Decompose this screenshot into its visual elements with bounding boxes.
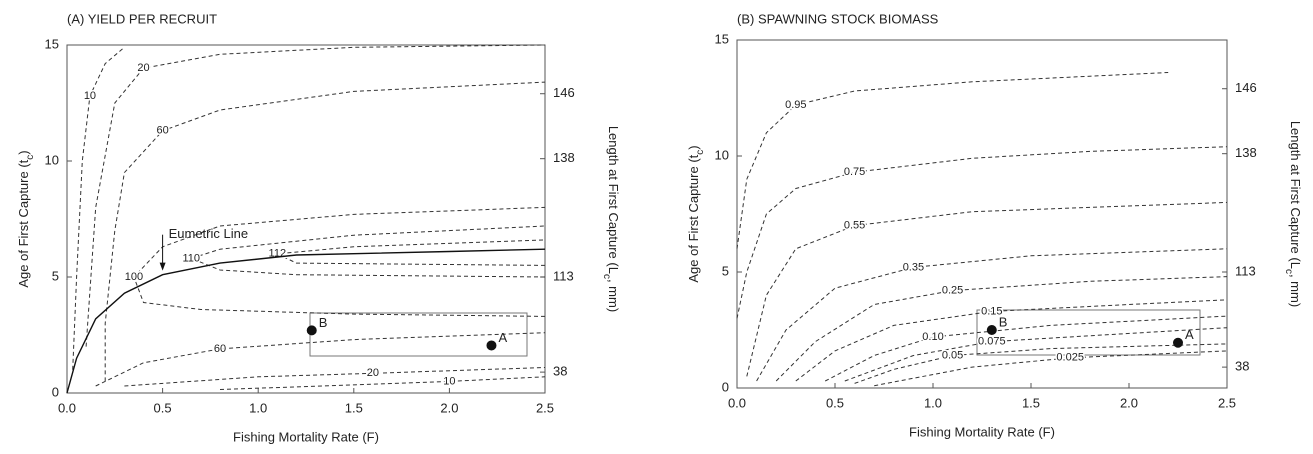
point (986, 325, 997, 335)
y2-tick-label: 138 (1235, 145, 1257, 160)
contour-line (736, 72, 1169, 249)
x-tick-label: 2.0 (440, 400, 458, 415)
contour-line (275, 239, 546, 266)
contour-label: 0.55 (844, 220, 865, 232)
x-tick-label: 1.5 (345, 400, 363, 415)
point (1173, 337, 1183, 348)
y2-tick-label: 113 (1235, 263, 1256, 278)
x-tick-label: 1.0 (924, 395, 942, 410)
y-axis-label-subscript: c (25, 155, 36, 160)
y-tick-label: 15 (715, 31, 729, 46)
contour-label: 0.15 (981, 305, 1002, 317)
contour-line (775, 276, 1228, 382)
y-axis-label-end: ) (16, 150, 31, 154)
y-tick-label: 5 (722, 263, 729, 278)
contour-line (824, 315, 1228, 382)
region-box (976, 309, 1201, 356)
x-tick-label: 2.5 (536, 400, 554, 415)
contour-label: 0.025 (1056, 352, 1084, 364)
contour-line (736, 146, 1228, 319)
x-tick-label: 0.5 (154, 400, 172, 415)
y2-axis-label-end: , mm) (1288, 274, 1303, 307)
contour-line (85, 44, 546, 387)
point (306, 325, 317, 336)
contour-label: 0.95 (785, 99, 806, 111)
x-tick-label: 0.0 (58, 400, 76, 415)
contour-label: 10 (443, 375, 455, 387)
contour-label: 0.75 (844, 166, 865, 178)
eumetric-line (66, 248, 546, 394)
y-tick-label: 10 (715, 147, 729, 162)
plot-frame (66, 44, 546, 394)
contour-label: 20 (367, 367, 379, 379)
x-tick-label: 0.5 (826, 395, 844, 410)
contour-label: 0.05 (942, 349, 963, 361)
contour-line (795, 299, 1228, 382)
y2-axis-label-end: , mm) (606, 279, 621, 312)
contour-label: 110 (183, 252, 201, 264)
point (486, 340, 497, 351)
x-axis-label: Fishing Mortality Rate (F) (233, 429, 379, 444)
contour-label: 100 (125, 271, 143, 283)
x-tick-label: 2.5 (1218, 395, 1236, 410)
y-tick-label: 15 (45, 36, 59, 51)
contour-line (95, 81, 546, 387)
x-tick-label: 0.0 (728, 395, 746, 410)
contour-label: 10 (84, 90, 96, 102)
y2-axis-label: Length at First Capture (Lc, mm) (1283, 121, 1303, 307)
y2-axis-label-text: Length at First Capture (L (606, 126, 621, 274)
y2-axis-label-subscript: c (601, 274, 612, 279)
y-tick-label: 0 (722, 379, 729, 394)
y2-tick-label: 38 (1235, 359, 1249, 374)
contour-line (874, 350, 1228, 387)
contour-line (746, 201, 1228, 377)
y2-axis-label-subscript: c (1283, 269, 1294, 274)
contour-line (72, 46, 546, 390)
y2-tick-label: 146 (553, 85, 575, 100)
point-label: A (1185, 327, 1194, 342)
chart-title: (B) SPAWNING STOCK BIOMASS (737, 11, 939, 26)
y-axis-label: Age of First Capture (tc) (16, 150, 36, 287)
region-box (309, 312, 528, 357)
contour-line (854, 343, 1228, 384)
y-tick-label: 5 (52, 268, 59, 283)
point-label: A (498, 330, 507, 345)
x-tick-label: 1.5 (1022, 395, 1040, 410)
contour-label: 60 (156, 125, 168, 137)
contour-label: 20 (137, 62, 149, 74)
y-axis-label: Age of First Capture (tc) (686, 145, 706, 282)
contour-line (756, 248, 1228, 382)
chart-title: (A) YIELD PER RECRUIT (67, 11, 217, 26)
contour-label: 0.075 (978, 336, 1006, 348)
x-tick-label: 1.0 (249, 400, 267, 415)
y-tick-label: 10 (45, 152, 59, 167)
contour-label: 60 (214, 343, 226, 355)
plot-frame (736, 39, 1228, 389)
y-axis-label-text: Age of First Capture (t (16, 159, 31, 287)
y2-tick-label: 146 (1235, 80, 1257, 95)
y2-axis-label: Length at First Capture (Lc, mm) (601, 126, 621, 312)
y-axis-label-text: Age of First Capture (t (686, 154, 701, 282)
y-axis-label-end: ) (686, 145, 701, 149)
annotation: Eumetric Line (169, 226, 248, 241)
contour-label: 0.25 (942, 284, 963, 296)
annotation-arrowhead (159, 262, 166, 271)
contour-line (133, 206, 546, 317)
contour-line (844, 327, 1228, 382)
point-label: B (999, 314, 1008, 329)
contour-label: 0.35 (903, 261, 924, 273)
x-tick-label: 2.0 (1120, 395, 1138, 410)
point-label: B (319, 315, 328, 330)
y-tick-label: 0 (52, 384, 59, 399)
y2-axis-label-text: Length at First Capture (L (1288, 121, 1303, 269)
contour-line (189, 225, 546, 278)
contour-label: 0.10 (922, 331, 943, 343)
y2-tick-label: 38 (553, 364, 567, 379)
y-axis-label-subscript: c (695, 150, 706, 155)
y2-tick-label: 138 (553, 150, 575, 165)
y2-tick-label: 113 (553, 268, 574, 283)
x-axis-label: Fishing Mortality Rate (F) (909, 424, 1055, 439)
